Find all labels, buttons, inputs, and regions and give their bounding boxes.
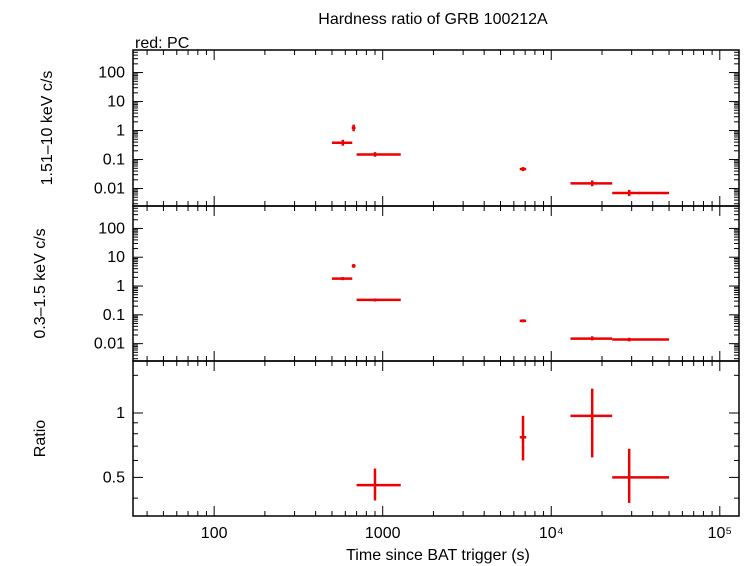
x-axis-label: Time since BAT trigger (s): [346, 547, 530, 564]
y-tick-label: 1: [116, 278, 125, 295]
data-point: [519, 319, 527, 323]
data-point: [351, 124, 356, 132]
data-point: [570, 336, 613, 341]
data-series: [331, 124, 670, 197]
data-point: [612, 337, 670, 342]
panel-frame: [132, 205, 740, 362]
y-tick-label: 0.1: [103, 152, 125, 169]
y-tick-label: 0.01: [94, 181, 125, 198]
y-tick-label: 10: [107, 249, 125, 266]
data-point: [351, 264, 356, 268]
panel-hard: 100 10 1 0.1 0.01 1.51–10 keV c/s: [39, 49, 740, 207]
y-tick-label: 100: [98, 220, 125, 237]
y-tick-label: 10: [107, 94, 125, 111]
panel-frame: [132, 49, 740, 207]
x-tick-label: 100: [201, 525, 228, 542]
data-point: [331, 139, 353, 146]
data-point: [519, 415, 527, 461]
x-tick-label: 10⁵: [708, 525, 732, 542]
panel-ratio: 1 0.5 Ratio 100 1000 10⁴ 10⁵: [32, 360, 740, 542]
chart-subtitle: red: PC: [135, 35, 189, 52]
data-point: [570, 180, 613, 187]
y-tick-label: 1: [116, 123, 125, 140]
data-point: [356, 468, 401, 501]
data-point: [570, 388, 613, 458]
data-point: [356, 152, 401, 157]
y-axis-label: 1.51–10 keV c/s: [39, 71, 56, 186]
panel-soft: 100 10 1 0.1 0.01 0.3–1.5 keV c/s: [32, 205, 740, 362]
y-axis-label: 0.3–1.5 keV c/s: [32, 228, 49, 338]
x-tick-label: 10⁴: [539, 525, 564, 542]
x-tick-label: 1000: [365, 525, 401, 542]
data-point: [331, 277, 353, 281]
data-point: [356, 298, 401, 302]
y-tick-label: 1: [116, 405, 125, 422]
data-series: [356, 388, 670, 503]
data-series: [331, 264, 670, 342]
data-point: [612, 189, 670, 197]
panel-frame: [132, 360, 740, 517]
data-point: [612, 448, 670, 503]
y-tick-label: 100: [98, 65, 125, 82]
y-tick-label: 0.01: [94, 336, 125, 353]
y-tick-label: 0.5: [103, 469, 125, 486]
y-axis-label: Ratio: [32, 420, 49, 457]
chart-title: Hardness ratio of GRB 100212A: [318, 11, 548, 28]
y-tick-label: 0.1: [103, 307, 125, 324]
data-point: [519, 167, 527, 172]
panels-layer: 100 10 1 0.1 0.01 1.51–10 keV c/s 100 10 1 0.1 0.0…: [32, 49, 740, 542]
